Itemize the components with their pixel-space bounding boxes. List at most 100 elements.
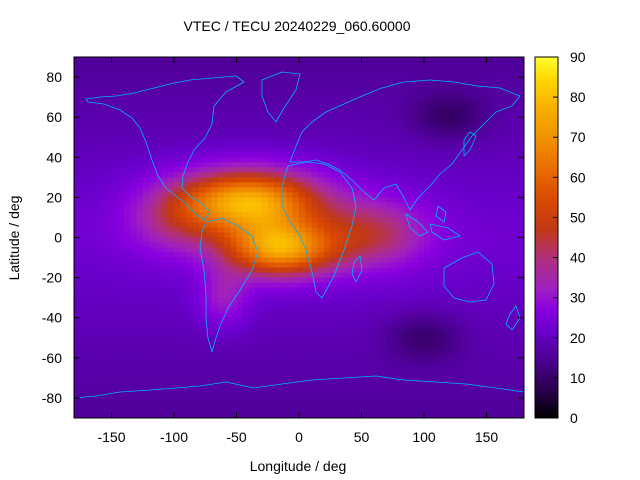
heat-cell: [455, 297, 463, 304]
heat-cell: [467, 277, 475, 284]
heat-cell: [386, 62, 394, 68]
heat-cell: [442, 252, 450, 259]
heat-cell: [224, 67, 231, 73]
heat-cell: [211, 312, 219, 319]
heat-cell: [205, 377, 213, 384]
heat-cell: [511, 137, 519, 143]
heat-cell: [517, 357, 524, 364]
heat-cell: [399, 87, 406, 93]
heat-cell: [374, 357, 381, 364]
heat-cell: [117, 387, 125, 394]
heat-cell: [317, 172, 325, 178]
heat-cell: [149, 217, 156, 224]
heat-cell: [111, 212, 119, 219]
heat-cell: [361, 302, 369, 309]
heat-cell: [436, 132, 444, 138]
heat-cell: [467, 177, 475, 183]
heat-cell: [124, 117, 131, 123]
heat-cell: [330, 152, 338, 158]
heat-cell: [374, 257, 381, 264]
heat-cell: [342, 87, 350, 93]
heat-cell: [505, 292, 513, 299]
heat-cell: [286, 182, 294, 188]
heat-cell: [86, 312, 94, 319]
heat-cell: [99, 132, 106, 138]
heat-cell: [505, 182, 513, 188]
heat-cell: [217, 322, 225, 329]
heat-cell: [467, 227, 475, 234]
heat-cell: [336, 87, 344, 93]
heat-cell: [305, 237, 313, 244]
heat-cell: [255, 132, 263, 138]
heat-cell: [442, 397, 450, 404]
heat-cell: [180, 202, 188, 209]
heat-cell: [355, 277, 363, 284]
heat-cell: [386, 227, 394, 234]
heat-cell: [517, 322, 524, 329]
heat-cell: [224, 362, 231, 369]
heat-cell: [105, 77, 113, 83]
heat-cell: [292, 322, 300, 329]
heat-cell: [349, 112, 356, 118]
heat-cell: [392, 62, 400, 68]
heat-cell: [230, 327, 238, 334]
heat-cell: [399, 307, 406, 314]
heat-cell: [224, 397, 231, 404]
heat-cell: [367, 307, 375, 314]
heat-cell: [80, 212, 88, 219]
heat-cell: [474, 397, 481, 404]
heat-cell: [336, 102, 344, 108]
heat-cell: [161, 162, 169, 168]
heat-cell: [111, 332, 119, 339]
heat-cell: [155, 362, 163, 369]
heat-cell: [111, 327, 119, 334]
heat-cell: [467, 292, 475, 299]
heat-cell: [174, 367, 181, 374]
heat-cell: [180, 402, 188, 409]
heat-cell: [405, 277, 413, 284]
heat-cell: [174, 147, 181, 153]
heat-cell: [199, 322, 206, 329]
heat-cell: [355, 117, 363, 123]
heat-cell: [449, 277, 456, 284]
heat-cell: [374, 202, 381, 209]
heat-cell: [230, 107, 238, 113]
heat-cell: [336, 292, 344, 299]
heat-cell: [74, 402, 81, 409]
heat-cell: [255, 172, 263, 178]
heat-cell: [199, 167, 206, 173]
heat-cell: [230, 117, 238, 123]
heat-cell: [292, 167, 300, 173]
heat-cell: [242, 202, 250, 209]
heat-cell: [142, 172, 150, 178]
heat-cell: [417, 297, 425, 304]
heat-cell: [424, 227, 431, 234]
heat-cell: [486, 257, 494, 264]
heat-cell: [80, 222, 88, 229]
heat-cell: [286, 277, 294, 284]
heat-cell: [274, 217, 281, 224]
heat-cell: [349, 282, 356, 289]
heat-cell: [511, 157, 519, 163]
heat-cell: [249, 277, 256, 284]
heat-cell: [455, 92, 463, 98]
heat-cell: [124, 97, 131, 103]
heat-cell: [242, 377, 250, 384]
heat-cell: [249, 262, 256, 269]
heat-cell: [111, 237, 119, 244]
heat-cell: [105, 312, 113, 319]
heat-cell: [155, 262, 163, 269]
heat-cell: [205, 107, 213, 113]
heat-cell: [205, 232, 213, 239]
heat-cell: [411, 352, 419, 359]
heat-cell: [305, 82, 313, 88]
heat-cell: [499, 352, 506, 359]
heat-cell: [180, 97, 188, 103]
heat-cell: [474, 92, 481, 98]
heat-cell: [180, 297, 188, 304]
heat-cell: [261, 342, 269, 349]
heat-cell: [505, 97, 513, 103]
heat-cell: [424, 172, 431, 178]
heat-cell: [124, 402, 131, 409]
heat-cell: [467, 312, 475, 319]
